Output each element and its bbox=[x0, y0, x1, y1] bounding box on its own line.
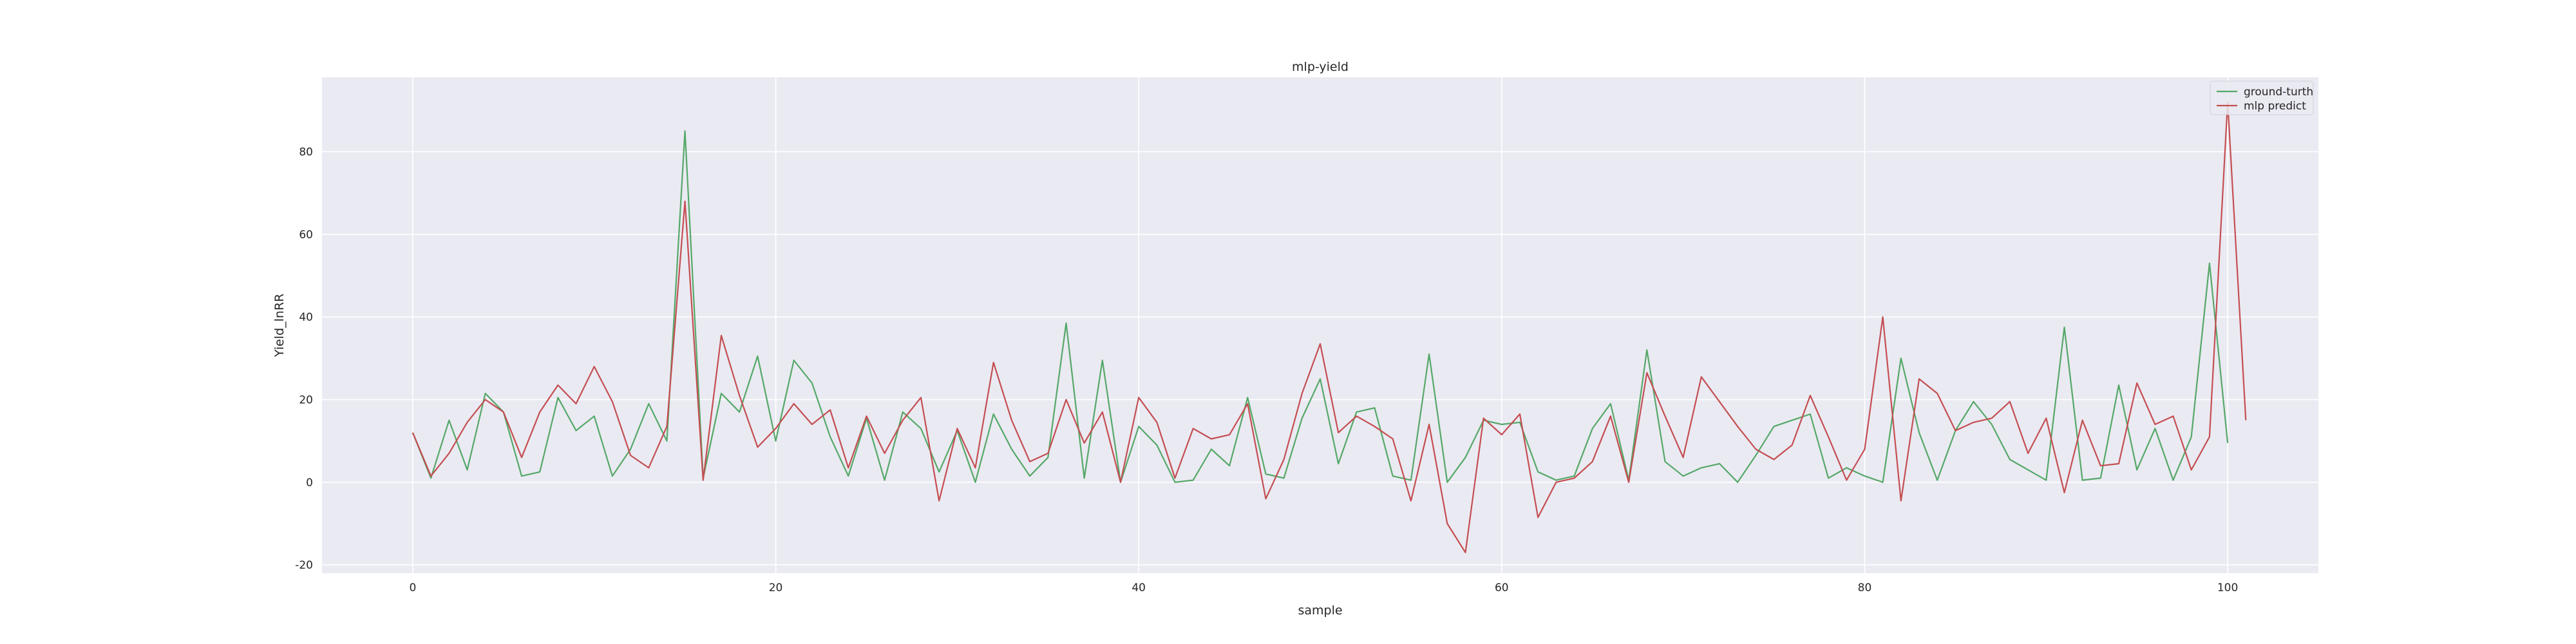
plot-area bbox=[322, 77, 2318, 573]
series-line-0 bbox=[412, 130, 2229, 483]
y-tick-label: 60 bbox=[299, 229, 313, 242]
y-tick-label: 80 bbox=[299, 146, 313, 159]
x-tick-label: 0 bbox=[409, 582, 416, 594]
y-tick-label: 40 bbox=[299, 311, 313, 324]
x-tick-label: 20 bbox=[769, 582, 783, 594]
tick-labels: 0 20 40 60 80 100 -20 0 20 40 60 80 bbox=[295, 146, 2238, 595]
series-line-1 bbox=[412, 101, 2247, 554]
grid-lines bbox=[322, 77, 2318, 573]
legend-entry-1: mlp predict bbox=[2244, 100, 2306, 113]
chart-title: mlp-yield bbox=[1292, 60, 1349, 74]
legend-entry-0: ground-turth bbox=[2244, 86, 2313, 99]
series-lines bbox=[412, 101, 2247, 554]
x-tick-label: 100 bbox=[2217, 582, 2238, 594]
x-tick-label: 80 bbox=[1858, 582, 1872, 594]
x-tick-label: 40 bbox=[1132, 582, 1146, 594]
y-tick-label: 0 bbox=[306, 477, 313, 489]
y-axis-label: Yield_lnRR bbox=[272, 294, 287, 357]
x-tick-label: 60 bbox=[1495, 582, 1509, 594]
y-tick-label: -20 bbox=[295, 559, 313, 572]
y-tick-label: 20 bbox=[299, 394, 313, 407]
x-axis-label: sample bbox=[1298, 603, 1342, 618]
